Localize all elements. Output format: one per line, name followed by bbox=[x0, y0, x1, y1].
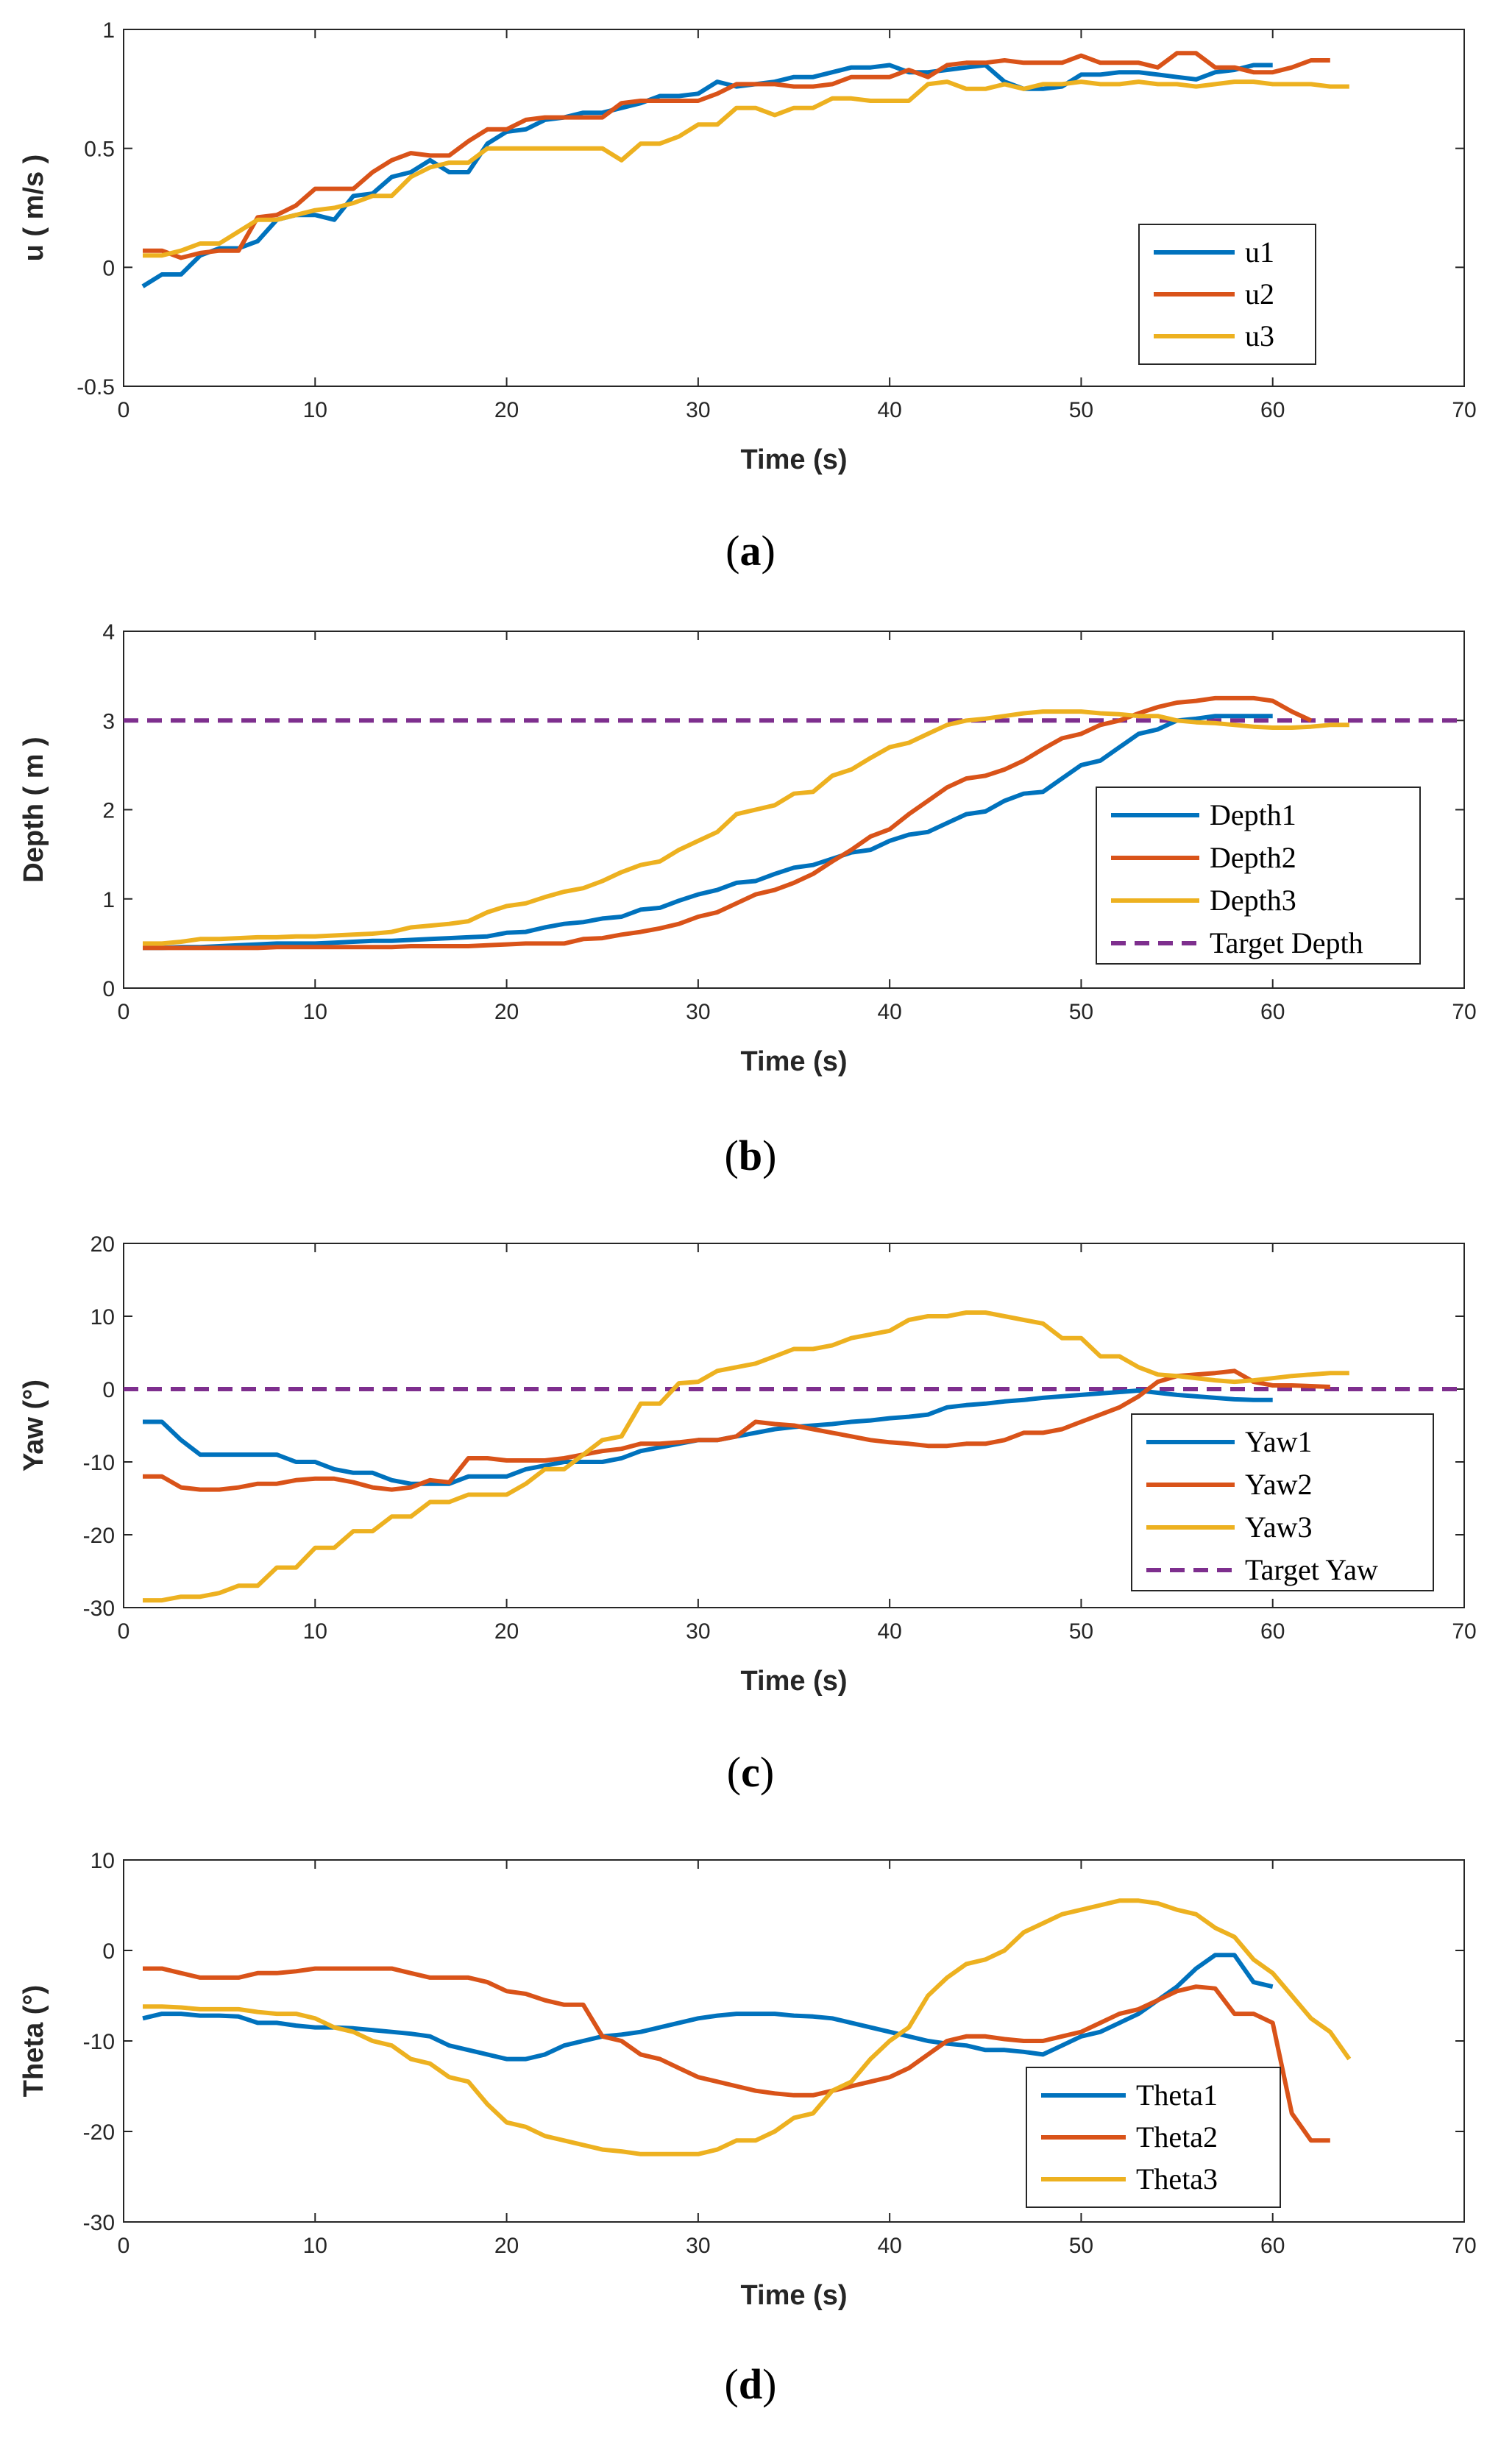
legend-label: Yaw3 bbox=[1245, 1510, 1313, 1544]
x-tick-label: 0 bbox=[118, 398, 130, 422]
series-line-theta2 bbox=[143, 1966, 1330, 2143]
y-tick-label: 3 bbox=[102, 709, 115, 734]
x-tick-label: 30 bbox=[686, 2234, 710, 2258]
x-tick-label: 10 bbox=[303, 2234, 327, 2258]
y-axis-label: u ( m/s ) bbox=[18, 155, 49, 262]
x-tick-label: 0 bbox=[118, 2234, 130, 2258]
legend-label: Target Yaw bbox=[1245, 1553, 1378, 1586]
panel-caption: (b) bbox=[725, 1132, 777, 1179]
legend-label: Theta3 bbox=[1136, 2162, 1218, 2195]
x-tick-label: 60 bbox=[1260, 1000, 1285, 1024]
y-tick-label: -0.5 bbox=[77, 375, 115, 400]
x-tick-label: 20 bbox=[494, 1000, 519, 1024]
y-tick-label: 1 bbox=[102, 18, 115, 43]
x-axis-label: Time (s) bbox=[740, 1046, 847, 1077]
y-tick-label: 0.5 bbox=[84, 138, 115, 162]
y-tick-label: 10 bbox=[91, 1305, 115, 1329]
series-line-u2 bbox=[143, 51, 1330, 260]
x-tick-label: 10 bbox=[303, 1000, 327, 1024]
y-tick-label: 2 bbox=[102, 799, 115, 823]
series-line-yaw3 bbox=[143, 1310, 1349, 1603]
legend-label: Depth1 bbox=[1210, 798, 1296, 831]
legend: u1 u2 u3 bbox=[1138, 224, 1316, 365]
x-tick-label: 60 bbox=[1260, 398, 1285, 422]
x-tick-label: 70 bbox=[1452, 398, 1476, 422]
panel-caption: (a) bbox=[725, 527, 776, 575]
x-tick-label: 20 bbox=[494, 1619, 519, 1644]
legend-label: Yaw2 bbox=[1245, 1468, 1313, 1501]
x-tick-label: 70 bbox=[1452, 2234, 1476, 2258]
series-line-yaw2 bbox=[143, 1368, 1330, 1492]
y-tick-label: -10 bbox=[83, 2030, 115, 2054]
panel-caption: (d) bbox=[725, 2360, 777, 2408]
x-tick-label: 10 bbox=[303, 398, 327, 422]
y-tick-label: -30 bbox=[83, 1597, 115, 1621]
x-tick-label: 40 bbox=[877, 2234, 901, 2258]
series-line-u1 bbox=[141, 63, 1273, 288]
x-axis-label: Time (s) bbox=[740, 444, 847, 475]
series-line-depth2 bbox=[143, 695, 1313, 951]
series-line-u3 bbox=[143, 79, 1349, 258]
legend: Yaw1 Yaw2 Yaw3 Target Yaw bbox=[1131, 1413, 1434, 1591]
legend-label: Theta1 bbox=[1136, 2078, 1218, 2112]
x-tick-label: 40 bbox=[877, 1619, 901, 1644]
y-tick-label: 20 bbox=[91, 1232, 115, 1257]
series-line-depth3 bbox=[143, 709, 1349, 946]
y-axis-label: Yaw (°) bbox=[18, 1380, 49, 1471]
x-tick-label: 0 bbox=[118, 1000, 130, 1024]
x-tick-label: 30 bbox=[686, 1619, 710, 1644]
chart-panel-3: 0 10 20 30 40 50 60 70 -30 -20 -10 0 10 20 Time (s) Yaw… bbox=[18, 1232, 1477, 1796]
legend-label: Target Depth bbox=[1210, 926, 1363, 959]
y-tick-label: 0 bbox=[102, 977, 115, 1001]
legend-label: u2 bbox=[1245, 277, 1274, 310]
x-tick-label: 20 bbox=[494, 398, 519, 422]
x-axis-label: Time (s) bbox=[740, 2280, 847, 2311]
legend-label: Depth3 bbox=[1210, 884, 1296, 917]
x-tick-label: 60 bbox=[1260, 1619, 1285, 1644]
x-tick-label: 10 bbox=[303, 1619, 327, 1644]
x-tick-label: 70 bbox=[1452, 1619, 1476, 1644]
legend-label: u1 bbox=[1245, 235, 1274, 269]
x-tick-label: 30 bbox=[686, 1000, 710, 1024]
y-tick-label: -20 bbox=[83, 2120, 115, 2145]
x-axis-label: Time (s) bbox=[740, 1666, 847, 1697]
x-tick-label: 50 bbox=[1069, 398, 1093, 422]
x-tick-label: 70 bbox=[1452, 1000, 1476, 1024]
y-tick-label: 0 bbox=[102, 1939, 115, 1964]
x-tick-label: 50 bbox=[1069, 2234, 1093, 2258]
x-tick-label: 0 bbox=[118, 1619, 130, 1644]
y-tick-label: -20 bbox=[83, 1524, 115, 1548]
x-tick-label: 50 bbox=[1069, 1000, 1093, 1024]
series-line-depth1 bbox=[143, 714, 1273, 951]
x-tick-label: 30 bbox=[686, 398, 710, 422]
y-tick-label: 4 bbox=[102, 620, 115, 645]
y-tick-label: 1 bbox=[102, 888, 115, 912]
legend-label: Depth2 bbox=[1210, 841, 1296, 874]
legend-label: Yaw1 bbox=[1245, 1425, 1313, 1458]
y-axis-label: Depth ( m ) bbox=[18, 736, 49, 882]
chart-panel-2: 0 10 20 30 40 50 60 70 0 1 2 3 4 Time (s) Depth ( m ) D… bbox=[18, 620, 1477, 1179]
y-tick-label: -10 bbox=[83, 1451, 115, 1475]
x-tick-label: 40 bbox=[877, 1000, 901, 1024]
legend: Theta1 Theta2 Theta3 bbox=[1026, 2067, 1281, 2208]
x-tick-label: 60 bbox=[1260, 2234, 1285, 2258]
panel-caption: (c) bbox=[727, 1748, 774, 1796]
y-tick-label: -30 bbox=[83, 2211, 115, 2235]
x-tick-label: 40 bbox=[877, 398, 901, 422]
y-tick-label: 0 bbox=[102, 256, 115, 280]
y-tick-label: 0 bbox=[102, 1378, 115, 1402]
legend-label: Theta2 bbox=[1136, 2120, 1218, 2154]
y-tick-label: 10 bbox=[91, 1849, 115, 1873]
x-tick-label: 50 bbox=[1069, 1619, 1093, 1644]
legend-label: u3 bbox=[1245, 319, 1274, 352]
series-line-theta3 bbox=[143, 1898, 1352, 2156]
legend: Depth1 Depth2 Depth3 Target Depth bbox=[1096, 787, 1421, 965]
chart-panel-4: 0 10 20 30 40 50 60 70 -30 -20 -10 0 10 Time (s) Theta… bbox=[18, 1849, 1477, 2408]
y-axis-label: Theta (°) bbox=[18, 1985, 49, 2097]
x-tick-label: 20 bbox=[494, 2234, 519, 2258]
